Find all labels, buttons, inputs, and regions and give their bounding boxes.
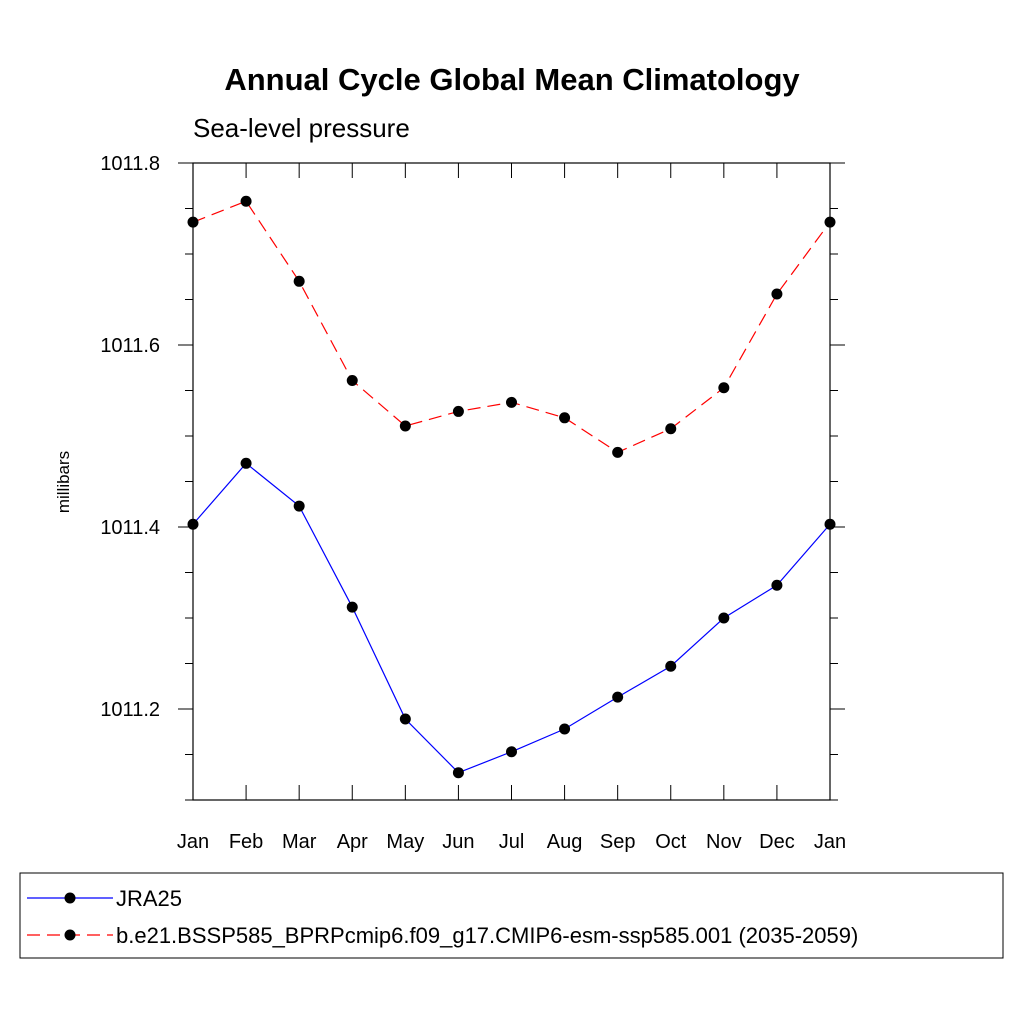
y-tick-label: 1011.8: [100, 153, 160, 175]
series-1-point: [240, 457, 252, 469]
series-2-point: [452, 405, 464, 417]
x-tick-label: Jul: [499, 831, 525, 853]
series-2-point: [399, 420, 411, 432]
legend-label-2: b.e21.BSSP585_BPRPcmip6.f09_g17.CMIP6-es…: [116, 923, 858, 948]
series-line-2: [192, 200, 831, 454]
y-tick-label: 1011.6: [100, 335, 160, 357]
series-2-point: [665, 423, 677, 435]
x-tick-label: Nov: [706, 831, 742, 853]
series-2-point: [612, 446, 624, 458]
legend: JRA25 b.e21.BSSP585_BPRPcmip6.f09_g17.CMI…: [19, 872, 1004, 959]
series-2-point: [187, 216, 199, 228]
series-1-point: [346, 601, 358, 613]
series-2-point: [771, 288, 783, 300]
x-tick-label: Jan: [177, 831, 209, 853]
legend-marker-1: [64, 892, 76, 904]
y-axis-label: millibars: [54, 451, 73, 513]
series-1-point: [452, 767, 464, 779]
series-2-point: [718, 382, 730, 394]
series-1-point: [559, 723, 571, 735]
legend-box: [19, 872, 1004, 959]
chart-title: Annual Cycle Global Mean Climatology: [224, 62, 800, 97]
y-tick-label: 1011.2: [100, 699, 160, 721]
series-2-point: [559, 412, 571, 424]
series-1-point: [506, 746, 517, 758]
chart-subtitle: Sea-level pressure: [193, 113, 410, 143]
y-tick-label: 1011.4: [100, 517, 160, 539]
x-tick-label: Jan: [814, 831, 846, 853]
series-1-point: [293, 500, 305, 512]
x-tick-label: Aug: [547, 831, 583, 853]
series-1-point: [612, 691, 624, 703]
series-1-point: [399, 713, 411, 725]
x-tick-label: Dec: [759, 831, 795, 853]
series-1-point: [824, 518, 836, 530]
axes: Jan Feb Mar Apr May Jun Jul Aug Sep Oct Nov Dec Jan 1…: [100, 153, 846, 853]
series-2-point: [346, 374, 358, 386]
series-1-point: [718, 612, 730, 624]
series-line-1: [192, 462, 831, 774]
series-2-point: [240, 195, 252, 207]
series-2-point: [506, 396, 517, 408]
legend-marker-2: [64, 929, 76, 941]
x-tick-label: Sep: [600, 831, 636, 853]
series-layer: [187, 195, 836, 779]
series-2-point: [824, 216, 836, 228]
x-tick-label: Apr: [337, 831, 368, 853]
series-2-point: [293, 275, 305, 287]
x-tick-label: May: [386, 831, 424, 853]
series-1-point: [187, 518, 199, 530]
x-tick-label: Feb: [229, 831, 263, 853]
x-tick-label: Jun: [442, 831, 474, 853]
x-tick-label: Oct: [655, 831, 687, 853]
series-1-point: [771, 579, 783, 591]
legend-label-1: JRA25: [116, 886, 182, 911]
plot-frame: [192, 162, 831, 801]
series-1-point: [665, 660, 677, 672]
x-tick-label: Mar: [282, 831, 317, 853]
